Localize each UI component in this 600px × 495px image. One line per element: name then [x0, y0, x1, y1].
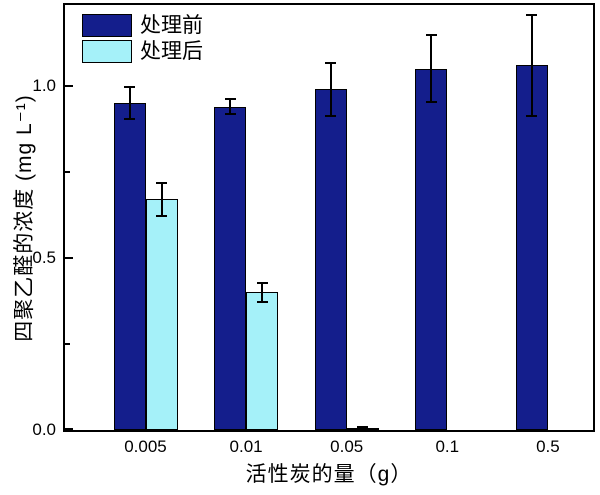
- x-tick-label-0.005: 0.005: [124, 437, 167, 456]
- errorbar-line: [430, 36, 433, 102]
- legend: 处理前 处理后: [82, 14, 203, 66]
- y-tick-minor-0.25: [65, 342, 70, 345]
- y-tick-label-0.0: 0.0: [32, 420, 56, 439]
- legend-item-after-treatment: 处理后: [82, 40, 203, 63]
- legend-item-before-treatment: 处理前: [82, 14, 203, 37]
- x-axis-title: 活性炭的量（g）: [245, 463, 413, 486]
- errorbar-line: [160, 184, 163, 215]
- errorbar-before-0.1: [425, 34, 437, 104]
- bar-before-0.5: [515, 65, 548, 430]
- errorbar-before-0.01: [224, 97, 236, 116]
- y-axis-title: 四聚乙醛的浓度 (mg L⁻¹): [13, 94, 36, 342]
- y-tick-label-1.0: 1.0: [32, 75, 56, 95]
- errorbar-before-0.05: [325, 61, 337, 117]
- y-tick-minor-0.75: [65, 170, 70, 173]
- x-tick-label-0.01: 0.01: [229, 437, 263, 456]
- errorbar-before-0.005: [124, 85, 135, 121]
- errorbar-line: [329, 63, 332, 115]
- errorbar-line: [530, 15, 533, 115]
- y-tick-label-0.5: 0.5: [32, 247, 56, 267]
- y-ticks-layer: [65, 5, 593, 430]
- errorbar-line: [128, 87, 131, 119]
- errorbar-after-0.005: [156, 182, 167, 217]
- x-tick-label-0.5: 0.5: [536, 437, 560, 456]
- y-tick-major-0.0: [65, 428, 73, 430]
- x-tick-label-0.1: 0.1: [435, 437, 460, 456]
- bar-after-0.01: [246, 292, 279, 430]
- bars-layer: [65, 5, 593, 430]
- legend-label-after-treatment: 处理后: [140, 40, 203, 63]
- bar-before-0.1: [415, 69, 448, 430]
- y-tick-major-1.0: [65, 84, 73, 87]
- legend-swatch-before-treatment: [82, 14, 132, 37]
- errorbar-after-0.01: [256, 282, 268, 303]
- y-tick-major-0.5: [65, 256, 73, 259]
- legend-swatch-after-treatment: [82, 40, 132, 63]
- errorbar-before-0.5: [526, 13, 538, 117]
- x-tick-label-0.05: 0.05: [330, 437, 364, 456]
- bar-before-0.01: [214, 107, 247, 430]
- bar-before-0.005: [113, 103, 146, 430]
- errorbar-line: [229, 99, 232, 114]
- errorbar-after-0.05: [357, 426, 369, 430]
- legend-label-before-treatment: 处理前: [140, 14, 203, 37]
- errorbar-line: [261, 284, 264, 301]
- bar-before-0.05: [314, 89, 347, 430]
- bar-after-0.005: [145, 199, 178, 430]
- plot-area: 处理前 处理后: [63, 3, 595, 432]
